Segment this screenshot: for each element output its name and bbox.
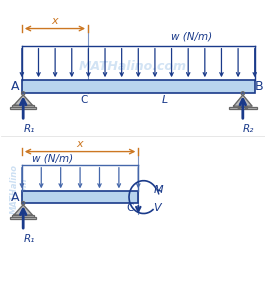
Text: V: V — [153, 204, 160, 213]
Text: R₁: R₁ — [24, 234, 35, 244]
Text: R₂: R₂ — [242, 124, 254, 134]
Polygon shape — [234, 95, 252, 106]
Text: C: C — [80, 95, 88, 105]
Text: x: x — [77, 139, 83, 149]
Text: x: x — [52, 16, 58, 26]
Bar — [12, 215, 34, 217]
Circle shape — [238, 106, 240, 109]
Text: A: A — [11, 80, 19, 93]
Text: MATHalino.com: MATHalino.com — [79, 60, 187, 73]
Text: A: A — [11, 191, 19, 204]
Text: M: M — [154, 185, 164, 195]
Text: R₁: R₁ — [24, 124, 35, 134]
Bar — [10, 217, 36, 219]
FancyBboxPatch shape — [22, 80, 255, 93]
Text: MATHalino
.com: MATHalino .com — [10, 164, 29, 214]
Text: w (N/m): w (N/m) — [32, 153, 73, 163]
Bar — [10, 107, 36, 109]
Bar — [12, 105, 34, 107]
Bar — [229, 107, 257, 109]
Polygon shape — [14, 205, 32, 215]
Polygon shape — [14, 95, 32, 105]
Text: w (N/m): w (N/m) — [171, 32, 212, 41]
FancyBboxPatch shape — [22, 191, 138, 203]
Circle shape — [245, 106, 248, 109]
Text: C: C — [127, 203, 134, 213]
Text: L: L — [162, 95, 168, 105]
Text: B: B — [254, 80, 263, 93]
